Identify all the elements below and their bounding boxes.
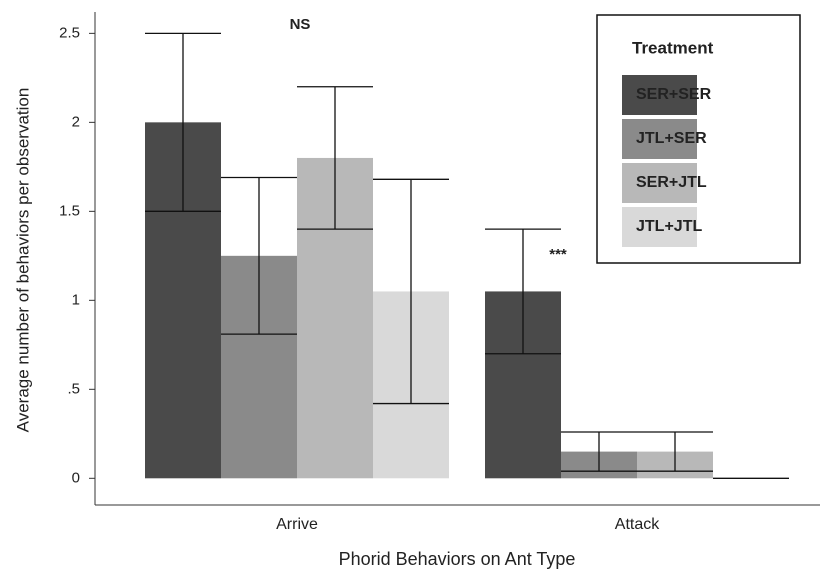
y-tick-label: .5 — [67, 380, 80, 397]
legend-title: Treatment — [632, 38, 714, 57]
y-tick-label: 1.5 — [59, 202, 80, 219]
legend-label: JTL+SER — [636, 130, 707, 147]
legend-swatch — [622, 207, 697, 247]
legend-label: SER+SER — [636, 86, 712, 103]
y-tick-label: 2 — [72, 113, 80, 130]
legend-swatch — [622, 75, 697, 115]
y-tick-label: 2.5 — [59, 24, 80, 41]
y-tick-label: 1 — [72, 291, 80, 308]
legend-swatch — [622, 119, 697, 159]
annotation: *** — [549, 246, 567, 263]
legend-swatch — [622, 163, 697, 203]
x-tick-label: Arrive — [276, 516, 318, 533]
x-axis-title: Phorid Behaviors on Ant Type — [339, 549, 576, 569]
y-tick-label: 0 — [72, 469, 80, 486]
annotation: NS — [290, 16, 311, 33]
legend-label: SER+JTL — [636, 174, 707, 191]
legend-label: JTL+JTL — [636, 218, 702, 235]
x-tick-label: Attack — [615, 516, 660, 533]
y-axis-title: Average number of behaviors per observat… — [13, 88, 32, 433]
